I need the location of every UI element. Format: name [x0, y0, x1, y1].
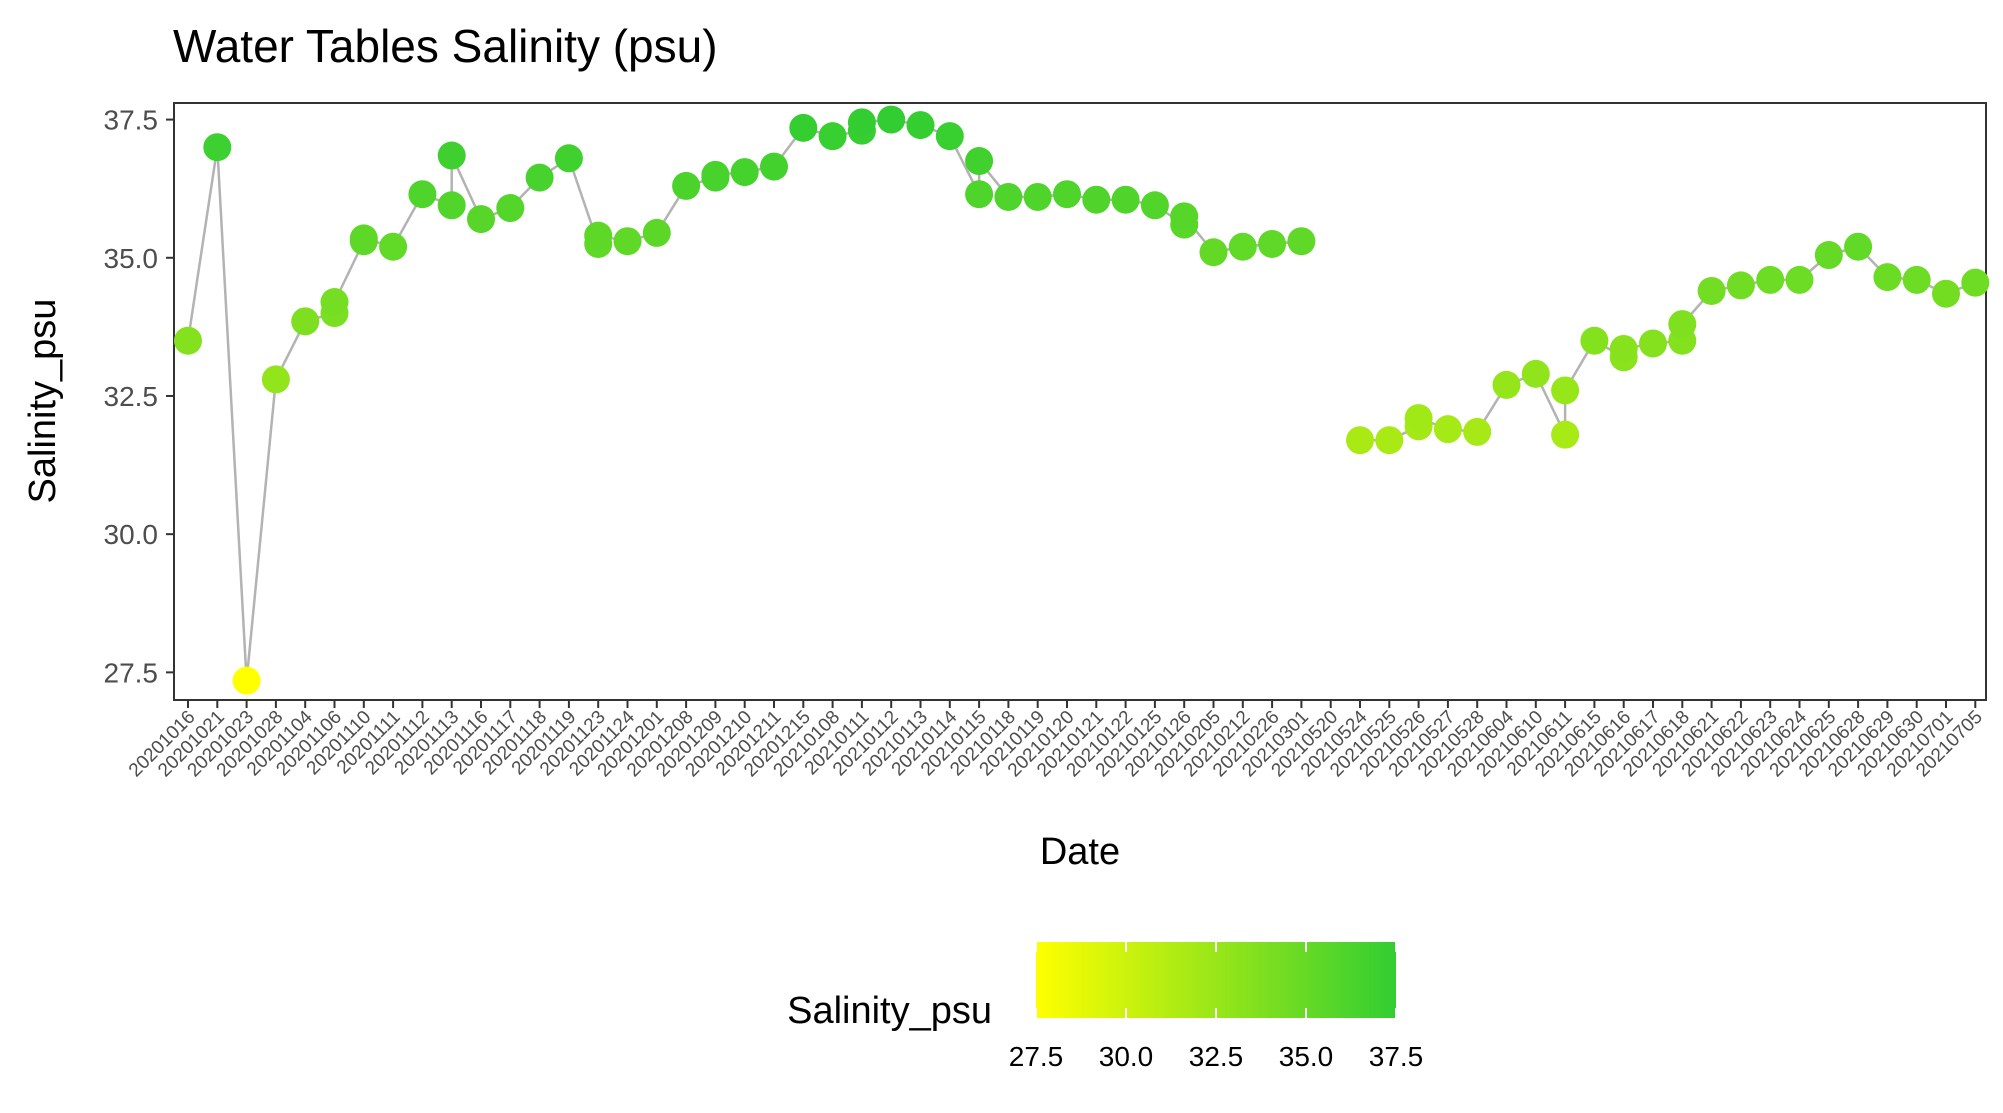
data-point: [642, 218, 671, 247]
data-point: [789, 113, 818, 142]
data-point: [1785, 265, 1814, 294]
legend-tick-label: 32.5: [1189, 1041, 1244, 1072]
data-point: [965, 147, 994, 176]
data-point: [1140, 191, 1169, 220]
data-point: [1111, 185, 1140, 214]
data-point: [1844, 232, 1873, 261]
data-point: [1609, 334, 1638, 363]
data-point: [232, 666, 261, 695]
data-point: [818, 122, 847, 151]
data-point: [1433, 415, 1462, 444]
x-axis: 2020101620201021202010232020102820201104…: [125, 700, 1987, 781]
data-points: [174, 105, 1990, 695]
data-point: [496, 194, 525, 223]
data-point: [760, 152, 788, 181]
data-point: [1023, 182, 1052, 211]
data-point: [1492, 370, 1521, 399]
legend-title: Salinity_psu: [787, 990, 992, 1032]
legend-tick-label: 37.5: [1369, 1041, 1424, 1072]
data-point: [437, 191, 466, 220]
data-point: [935, 122, 964, 151]
data-point: [1580, 326, 1609, 355]
data-point: [701, 160, 730, 189]
data-point: [1639, 329, 1667, 358]
data-point: [1346, 426, 1374, 455]
data-point: [613, 227, 642, 256]
data-point: [730, 158, 759, 187]
data-point: [1902, 265, 1931, 294]
data-point: [1258, 229, 1287, 258]
legend: Salinity_psu 27.5 30.0 32.5 35.0 37.5: [787, 942, 1423, 1072]
data-point: [1228, 232, 1257, 261]
data-point: [379, 232, 408, 261]
y-tick-label: 32.5: [104, 381, 159, 412]
data-point: [1551, 376, 1580, 405]
y-tick-label: 30.0: [104, 519, 159, 550]
data-point: [1756, 265, 1785, 294]
y-axis-title: Salinity_psu: [22, 299, 64, 504]
data-point: [1668, 310, 1697, 339]
data-point: [437, 141, 466, 170]
y-tick-label: 37.5: [104, 105, 159, 136]
x-axis-title: Date: [1040, 831, 1120, 873]
data-point: [1287, 227, 1316, 256]
data-point: [1199, 238, 1228, 267]
data-point: [1463, 417, 1492, 446]
plot-panel: [173, 102, 1987, 701]
y-tick-label: 27.5: [104, 657, 159, 688]
data-point: [467, 205, 495, 234]
data-point: [291, 307, 320, 336]
data-point: [174, 326, 202, 355]
data-point: [1814, 241, 1843, 270]
legend-tick-label: 30.0: [1099, 1041, 1154, 1072]
legend-ticks: 27.5 30.0 32.5 35.0 37.5: [1009, 942, 1424, 1072]
y-axis: 27.5 30.0 32.5 35.0 37.5: [104, 105, 174, 688]
data-point: [525, 163, 554, 192]
data-point: [1404, 404, 1433, 433]
data-point: [1551, 420, 1580, 449]
chart-title: Water Tables Salinity (psu): [173, 20, 718, 72]
data-point: [1521, 359, 1550, 388]
legend-tick-label: 35.0: [1279, 1041, 1334, 1072]
data-point: [349, 224, 378, 253]
legend-tick-label: 27.5: [1009, 1041, 1064, 1072]
data-point: [261, 365, 290, 394]
y-tick-label: 35.0: [104, 243, 159, 274]
data-point: [994, 182, 1023, 211]
legend-colorbar: [1036, 942, 1396, 1018]
data-point: [1170, 202, 1199, 231]
data-point: [1375, 426, 1404, 455]
data-point: [1053, 180, 1081, 209]
data-point: [320, 288, 349, 316]
data-point: [203, 133, 232, 162]
data-point: [1873, 263, 1902, 292]
data-point: [877, 105, 906, 134]
data-point: [408, 180, 437, 209]
data-point: [1726, 271, 1755, 300]
data-point: [1697, 276, 1726, 305]
data-point: [554, 144, 583, 173]
data-point: [672, 171, 701, 200]
data-point: [965, 180, 994, 209]
data-point: [1961, 268, 1990, 297]
data-point: [1082, 185, 1111, 214]
data-point: [584, 221, 613, 250]
data-point: [906, 111, 935, 140]
data-point: [847, 108, 876, 137]
data-point: [1932, 279, 1960, 308]
